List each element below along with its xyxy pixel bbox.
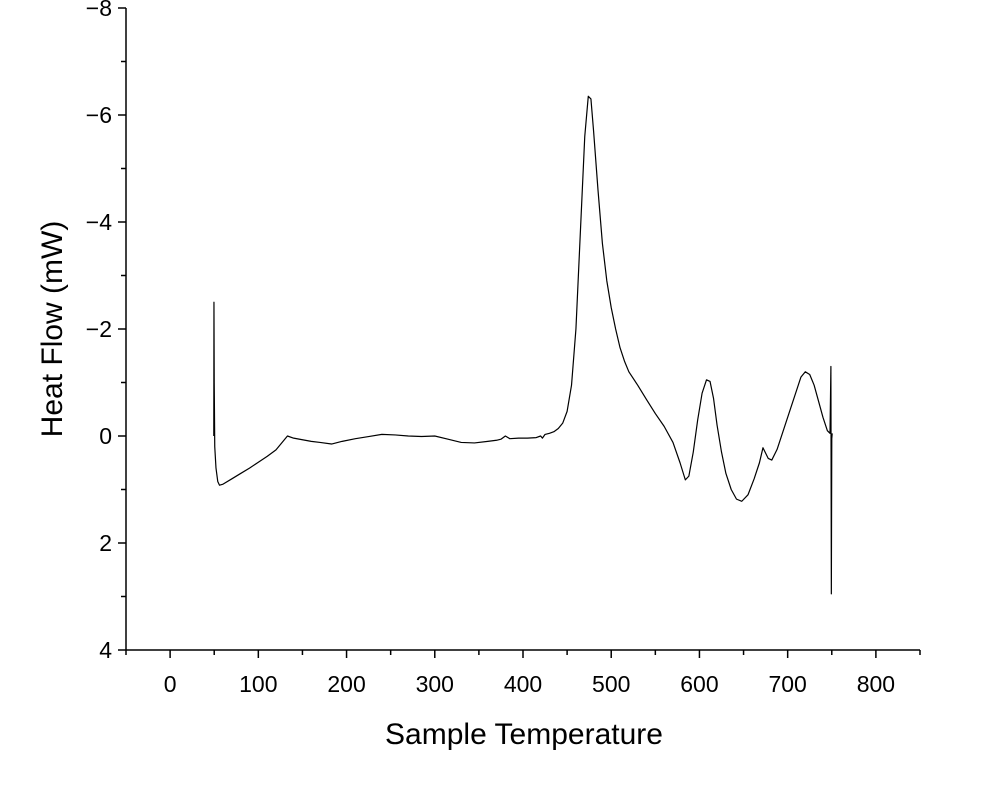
x-tick-label: 100: [239, 671, 277, 697]
x-axis-ticks: 0 100 200 300 400 500 600 700 800: [125, 650, 921, 697]
y-tick-label: 2: [99, 530, 112, 556]
y-tick-label: −8: [86, 0, 112, 21]
series-group: [213, 95, 833, 595]
y-tick-label: 0: [99, 423, 112, 449]
x-tick-label: 800: [857, 671, 895, 697]
x-tick-label: 500: [592, 671, 630, 697]
y-tick-label: −4: [86, 209, 112, 235]
series-line-0: [213, 95, 833, 595]
x-tick-label: 700: [768, 671, 806, 697]
y-axis-title: Heat Flow (mW): [36, 221, 69, 438]
x-tick-label: 300: [416, 671, 454, 697]
x-tick-label: 400: [504, 671, 542, 697]
x-tick-label: 600: [680, 671, 718, 697]
y-axis-ticks: −8 −6 −4 −2 0 2 4: [86, 0, 126, 663]
x-axis-title: Sample Temperature: [385, 718, 663, 751]
x-tick-label: 200: [327, 671, 365, 697]
x-tick-label: 0: [164, 671, 177, 697]
y-tick-label: 4: [99, 637, 112, 663]
y-tick-label: −6: [86, 102, 112, 128]
y-tick-label: −2: [86, 316, 112, 342]
